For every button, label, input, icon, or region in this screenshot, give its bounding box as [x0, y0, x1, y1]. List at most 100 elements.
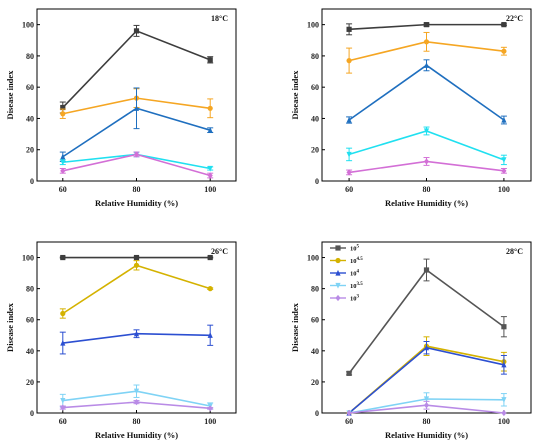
data-point: [207, 332, 213, 338]
data-point: [60, 254, 66, 261]
y-axis-title: Disease index: [290, 70, 300, 120]
data-point: [207, 57, 213, 63]
data-point: [423, 128, 430, 135]
data-point: [501, 116, 507, 123]
data-point: [207, 105, 213, 111]
series-2: [59, 260, 214, 319]
data-point: [501, 397, 507, 403]
legend-marker: [335, 294, 341, 302]
data-point: [423, 158, 430, 165]
data-point: [207, 254, 213, 261]
y-tick-label: 40: [311, 347, 319, 356]
data-point: [346, 169, 352, 176]
series-3: [59, 87, 214, 162]
data-point: [346, 370, 352, 376]
x-tick-label: 80: [133, 185, 141, 194]
data-point: [501, 409, 507, 417]
y-tick-label: 60: [26, 316, 34, 325]
data-point: [133, 151, 140, 158]
chart-panel-3: 0 20 40 60 80 100 60 80 100 Relative Humidity (%)…: [5, 241, 237, 440]
legend-label: 103.5: [350, 282, 363, 290]
chart-panel-1: 0 20 40 60 80 100 60 80 100 Relative Humidity (%)…: [5, 8, 237, 208]
chart-panel-4: 0 20 40 60 80 100 60 80 100 Relative Humidity (%)…: [290, 241, 532, 440]
data-point: [133, 399, 140, 406]
y-tick-label: 60: [26, 83, 34, 92]
data-point: [133, 105, 140, 111]
series-5: [59, 399, 214, 412]
series-line: [348, 64, 505, 121]
y-tick-label: 40: [26, 114, 34, 123]
legend-label: 103: [350, 295, 360, 303]
data-point: [60, 397, 66, 404]
y-axis-title: Disease index: [5, 70, 15, 120]
x-tick-label: 60: [345, 185, 353, 194]
data-point: [501, 324, 507, 330]
data-point: [501, 157, 507, 163]
x-axis-title: Relative Humidity (%): [95, 430, 178, 440]
data-point: [501, 361, 507, 368]
panel-title: 18°C: [211, 14, 228, 23]
series-5: [346, 400, 507, 417]
x-tick-label: 80: [423, 417, 431, 426]
legend-marker: [335, 257, 341, 264]
data-point: [133, 254, 140, 261]
legend-marker: [335, 269, 341, 276]
data-point: [346, 26, 352, 32]
series-line: [348, 268, 505, 374]
data-point: [207, 405, 213, 412]
data-point: [207, 165, 213, 172]
data-point: [207, 172, 213, 179]
panel-title: 22°C: [506, 14, 523, 23]
y-tick-label: 0: [315, 177, 319, 186]
data-point: [346, 409, 352, 417]
y-tick-label: 40: [311, 114, 319, 123]
data-point: [501, 167, 507, 174]
data-point: [346, 58, 352, 64]
y-tick-label: 60: [311, 83, 319, 92]
data-point: [423, 344, 430, 351]
data-point: [423, 267, 430, 273]
y-tick-label: 20: [26, 378, 34, 387]
y-axis-title: Disease index: [5, 302, 15, 352]
y-tick-label: 80: [311, 285, 319, 294]
x-axis-title: Relative Humidity (%): [385, 198, 468, 208]
data-point: [423, 39, 430, 45]
x-tick-label: 100: [498, 417, 510, 426]
data-point: [133, 388, 140, 395]
data-point: [501, 22, 507, 28]
x-tick-label: 60: [59, 185, 67, 194]
panel-title: 28°C: [506, 247, 523, 256]
x-axis-title: Relative Humidity (%): [95, 198, 178, 208]
data-point: [60, 111, 66, 117]
data-point: [133, 28, 140, 34]
data-point: [346, 151, 352, 158]
y-tick-label: 80: [311, 52, 319, 61]
data-point: [423, 396, 430, 403]
series-3: [59, 324, 214, 355]
data-point: [207, 127, 213, 133]
legend-marker: [335, 245, 341, 251]
x-tick-label: 100: [498, 185, 510, 194]
y-tick-label: 80: [26, 285, 34, 294]
legend-label: 105: [350, 245, 360, 253]
legend-label: 104.5: [350, 257, 363, 265]
legend: 105 104.5 104 103.5 103: [330, 245, 363, 303]
data-point: [346, 116, 352, 123]
legend-label: 104: [350, 270, 360, 278]
x-tick-label: 80: [133, 417, 141, 426]
data-point: [423, 402, 430, 409]
y-tick-label: 20: [311, 378, 319, 387]
x-tick-label: 60: [345, 417, 353, 426]
y-tick-label: 0: [30, 409, 34, 418]
data-point: [60, 104, 66, 111]
series-line: [62, 264, 211, 315]
y-tick-label: 100: [22, 254, 34, 263]
data-point: [60, 153, 66, 160]
y-tick-label: 20: [26, 146, 34, 155]
x-axis-title: Relative Humidity (%): [385, 430, 468, 440]
data-point: [60, 310, 66, 317]
series-3: [346, 59, 507, 125]
data-point: [60, 167, 66, 174]
y-tick-label: 100: [307, 254, 319, 263]
y-tick-label: 100: [22, 21, 34, 30]
